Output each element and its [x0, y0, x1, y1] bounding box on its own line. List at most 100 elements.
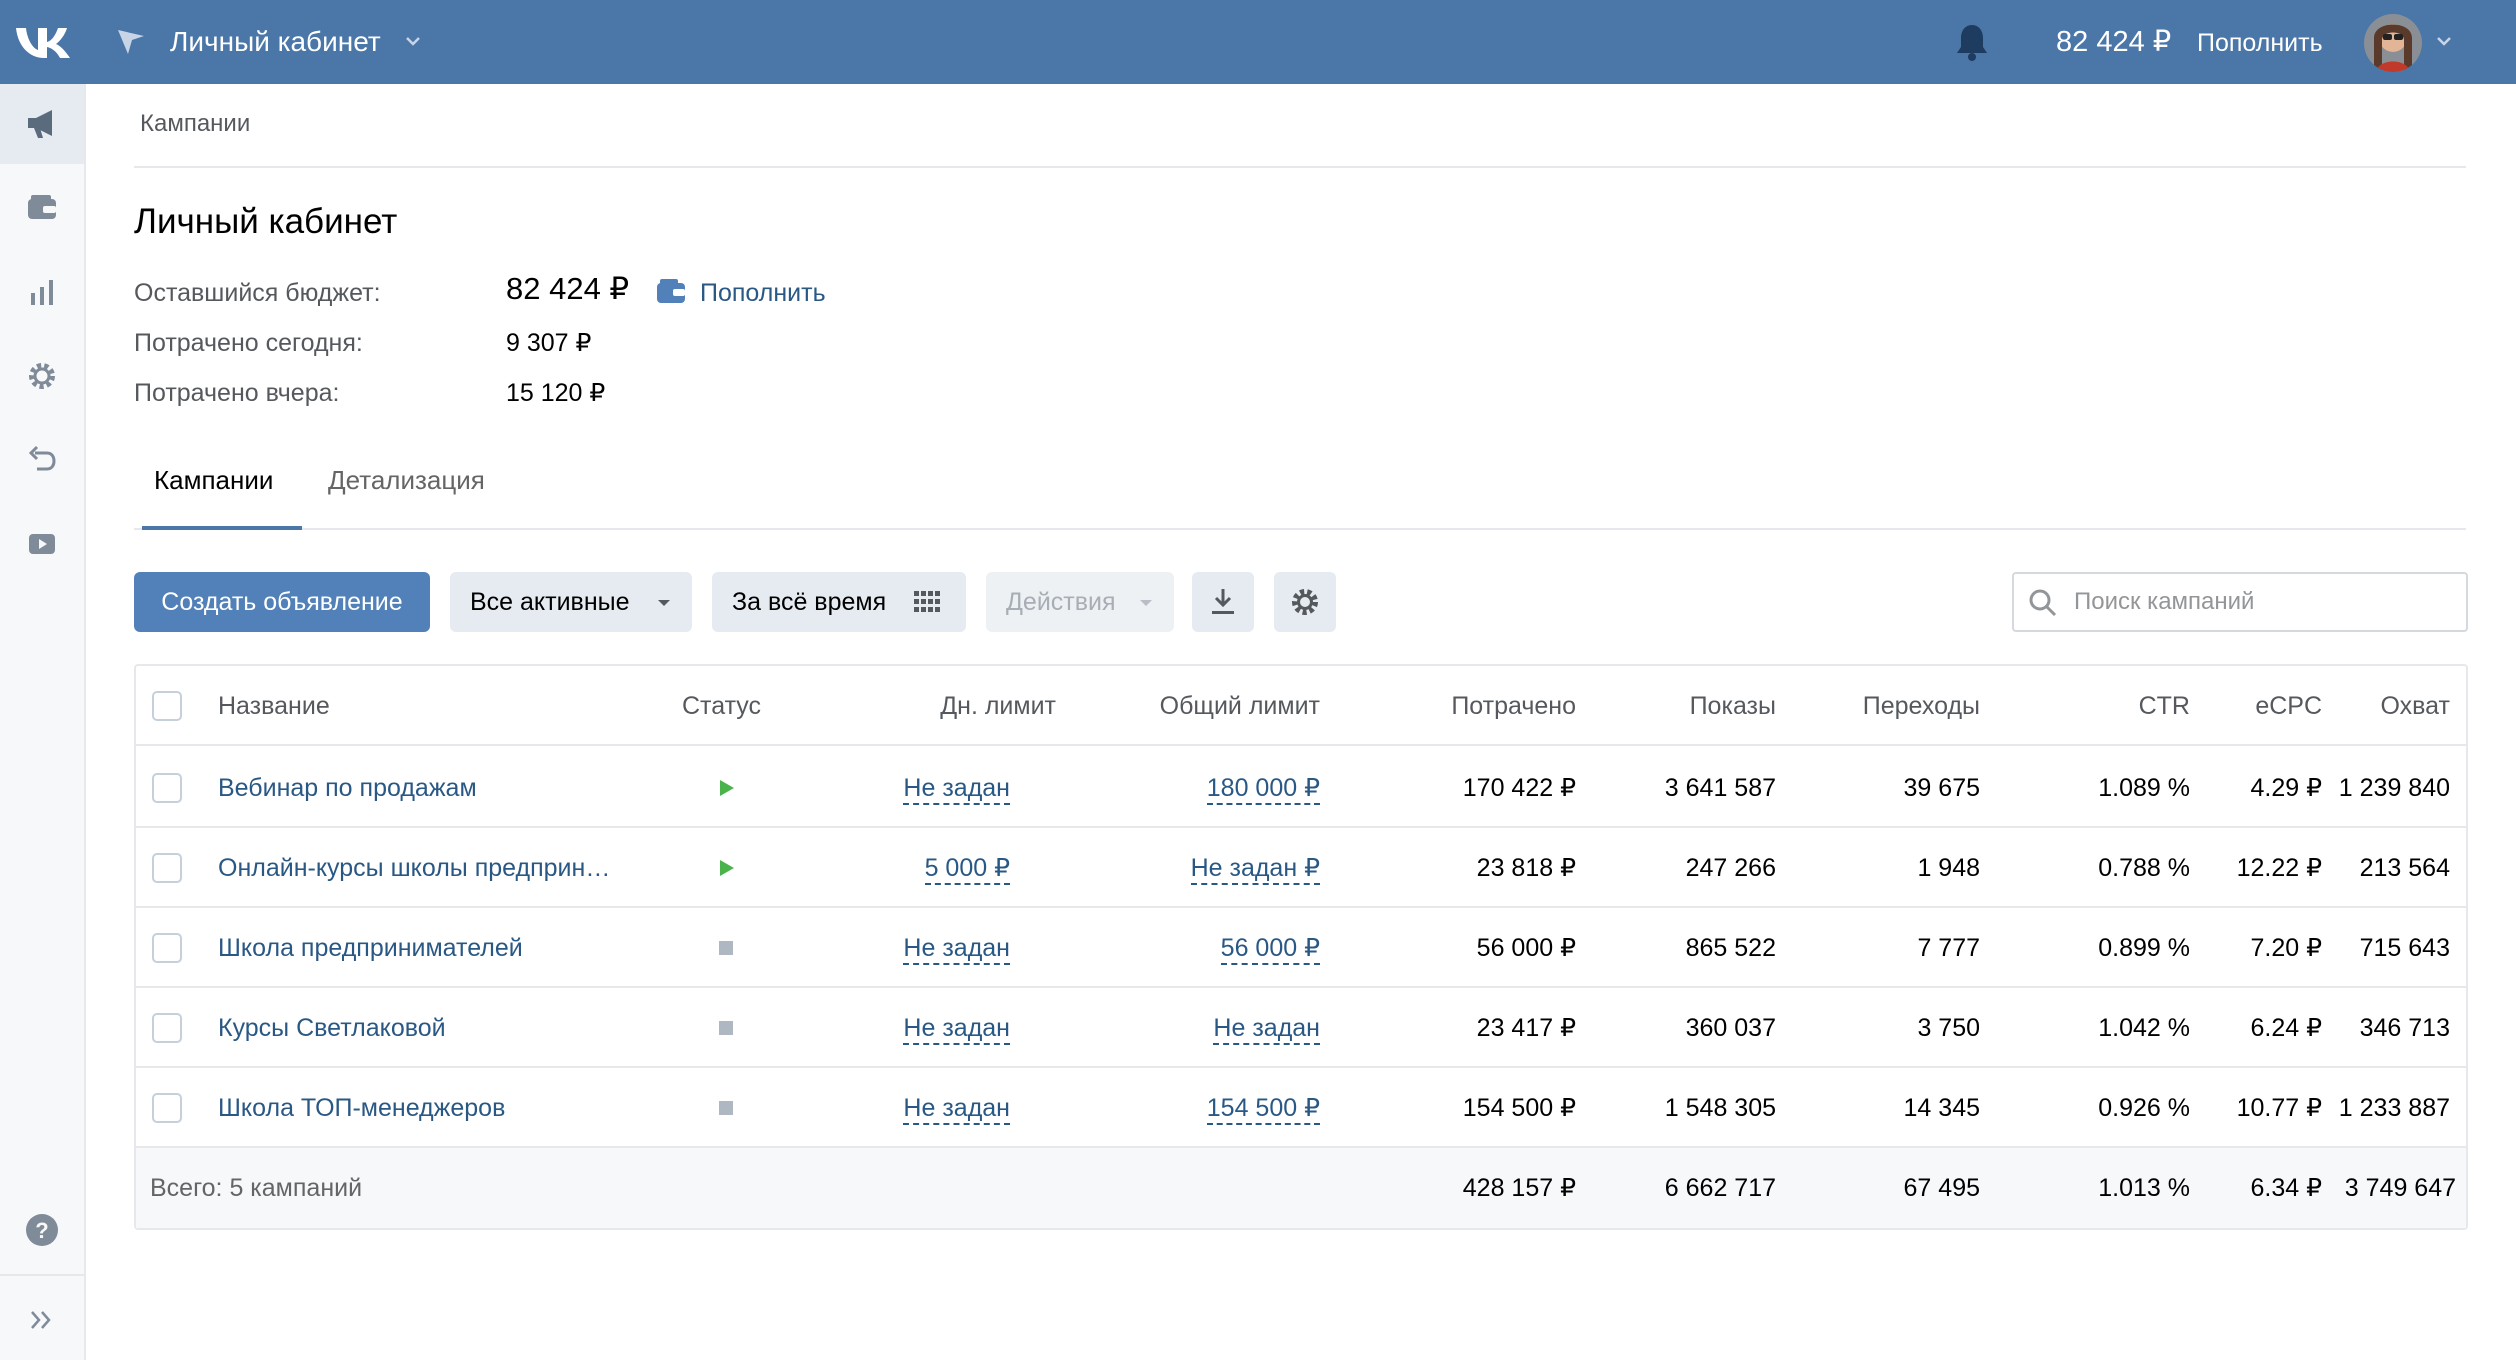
period-selector[interactable]: За всё время	[712, 572, 966, 632]
day-limit-link[interactable]: Не задан	[903, 1013, 1010, 1045]
spent-today-value: 9 307 ₽	[506, 329, 592, 357]
video-icon	[29, 534, 55, 554]
tab-details[interactable]: Детализация	[328, 465, 485, 495]
avatar[interactable]	[2364, 14, 2422, 72]
total-limit-cell: 56 000 ₽	[1056, 908, 1320, 988]
stop-status-icon[interactable]	[716, 1018, 736, 1038]
row-checkbox[interactable]	[152, 773, 182, 803]
total-limit-cell: 154 500 ₽	[1056, 1068, 1320, 1148]
ctr-cell: 1.042 %	[2098, 1014, 2190, 1042]
column-header-clicks[interactable]: Переходы	[1862, 692, 1980, 720]
campaign-name-link[interactable]: Школа предпринимателей	[218, 934, 523, 962]
table-row: Курсы Светлаковой Не задан Не задан 23 4…	[136, 988, 2466, 1068]
day-limit-link[interactable]: Не задан	[903, 1093, 1010, 1125]
day-limit-cell: Не задан	[856, 988, 1010, 1068]
table-row: Вебинар по продажам Не задан 180 000 ₽ 1…	[136, 748, 2466, 828]
total-limit-link[interactable]: 154 500 ₽	[1206, 1093, 1320, 1125]
column-header-status[interactable]: Статус	[682, 692, 762, 720]
period-label: За всё время	[732, 588, 887, 616]
ecpc-cell: 4.29 ₽	[2250, 774, 2322, 802]
create-ad-button[interactable]: Создать объявление	[134, 572, 430, 632]
total-limit-link[interactable]: Не задан	[1213, 1013, 1320, 1045]
table-total-row: Всего: 5 кампаний 428 157 ₽ 6 662 717 67…	[136, 1148, 2466, 1228]
campaign-search[interactable]	[2012, 572, 2468, 632]
status-filter-dropdown[interactable]: Все активные	[450, 572, 692, 632]
ctr-cell: 0.926 %	[2098, 1094, 2190, 1122]
expand-icon	[31, 1311, 51, 1329]
total-limit-cell: Не задан ₽	[1056, 828, 1320, 908]
day-limit-cell: 5 000 ₽	[856, 828, 1010, 908]
row-checkbox[interactable]	[152, 853, 182, 883]
download-button[interactable]	[1192, 572, 1254, 632]
table-row: Школа предпринимателей Не задан 56 000 ₽…	[136, 908, 2466, 988]
table-row: Онлайн-курсы школы предприн… 5 000 ₽ Не …	[136, 828, 2466, 908]
column-header-total-limit[interactable]: Общий лимит	[1159, 692, 1320, 720]
column-header-impressions[interactable]: Показы	[1689, 692, 1776, 720]
vk-logo-icon[interactable]	[14, 18, 74, 66]
ecpc-cell: 6.24 ₽	[2250, 1014, 2322, 1042]
total-limit-link[interactable]: 56 000 ₽	[1220, 933, 1320, 965]
column-header-ecpc[interactable]: eCPC	[2255, 692, 2322, 720]
play-status-icon[interactable]	[716, 778, 736, 798]
row-checkbox[interactable]	[152, 1013, 182, 1043]
impressions-cell: 1 548 305	[1664, 1094, 1776, 1122]
wallet-icon[interactable]	[656, 278, 686, 304]
header-topup-link[interactable]: Пополнить	[2197, 29, 2323, 57]
table-settings-button[interactable]	[1274, 572, 1336, 632]
day-limit-cell: Не задан	[856, 1068, 1010, 1148]
row-checkbox[interactable]	[152, 933, 182, 963]
breadcrumb[interactable]: Кампании	[140, 110, 251, 137]
total-limit-link[interactable]: 180 000 ₽	[1206, 773, 1320, 805]
sidebar-item-video[interactable]	[0, 504, 84, 584]
sidebar-item-budget[interactable]	[0, 168, 84, 248]
campaigns-table: Название Статус Дн. лимит Общий лимит По…	[134, 664, 2468, 1230]
day-limit-link[interactable]: Не задан	[903, 773, 1010, 805]
sidebar-item-history[interactable]	[0, 420, 84, 500]
actions-dropdown[interactable]: Действия	[986, 572, 1174, 632]
sidebar-expand-button[interactable]	[0, 1280, 84, 1360]
select-all-checkbox[interactable]	[152, 691, 182, 721]
campaign-name-link[interactable]: Школа ТОП-менеджеров	[218, 1094, 506, 1122]
play-status-icon[interactable]	[716, 858, 736, 878]
cabinet-title[interactable]: Личный кабинет	[170, 26, 381, 57]
sidebar-item-campaigns[interactable]	[0, 84, 84, 164]
day-limit-link[interactable]: 5 000 ₽	[924, 853, 1010, 885]
page-title: Личный кабинет	[134, 202, 398, 241]
sidebar-item-settings[interactable]	[0, 336, 84, 416]
campaign-name-link[interactable]: Вебинар по продажам	[218, 774, 477, 802]
row-checkbox[interactable]	[152, 1093, 182, 1123]
sidebar-item-statistics[interactable]	[0, 252, 84, 332]
chevron-down-icon[interactable]	[404, 34, 422, 48]
total-limit-link[interactable]: Не задан ₽	[1190, 853, 1320, 885]
sidebar-item-help[interactable]: ?	[0, 1190, 84, 1270]
clicks-cell: 7 777	[1917, 934, 1980, 962]
search-input[interactable]	[2074, 582, 2454, 622]
column-header-day-limit[interactable]: Дн. лимит	[940, 692, 1056, 720]
day-limit-cell: Не задан	[856, 748, 1010, 828]
sidebar-divider	[0, 1274, 84, 1276]
stop-status-icon[interactable]	[716, 1098, 736, 1118]
ctr-cell: 0.899 %	[2098, 934, 2190, 962]
bell-icon[interactable]	[1954, 22, 1990, 62]
ctr-cell: 0.788 %	[2098, 854, 2190, 882]
column-header-spent[interactable]: Потрачено	[1451, 692, 1576, 720]
day-limit-link[interactable]: Не задан	[903, 933, 1010, 965]
caret-down-icon	[1140, 600, 1152, 606]
impressions-cell: 3 641 587	[1664, 774, 1776, 802]
column-header-ctr[interactable]: CTR	[2138, 692, 2190, 720]
clicks-cell: 14 345	[1903, 1094, 1980, 1122]
ecpc-cell: 10.77 ₽	[2236, 1094, 2322, 1122]
reach-cell: 715 643	[2359, 934, 2450, 962]
top-bar: Личный кабинет 82 424 ₽ Пополнить	[0, 0, 2516, 84]
caret-down-icon	[658, 600, 670, 606]
stop-status-icon[interactable]	[716, 938, 736, 958]
tab-campaigns[interactable]: Кампании	[154, 465, 274, 495]
actions-label: Действия	[1006, 588, 1116, 616]
breadcrumb-divider	[134, 166, 2466, 168]
chevron-down-icon[interactable]	[2435, 34, 2453, 48]
column-header-name[interactable]: Название	[218, 692, 330, 720]
budget-topup-link[interactable]: Пополнить	[700, 279, 826, 307]
campaign-name-link[interactable]: Курсы Светлаковой	[218, 1014, 446, 1042]
column-header-reach[interactable]: Охват	[2380, 692, 2450, 720]
campaign-name-link[interactable]: Онлайн-курсы школы предприн…	[218, 854, 611, 882]
